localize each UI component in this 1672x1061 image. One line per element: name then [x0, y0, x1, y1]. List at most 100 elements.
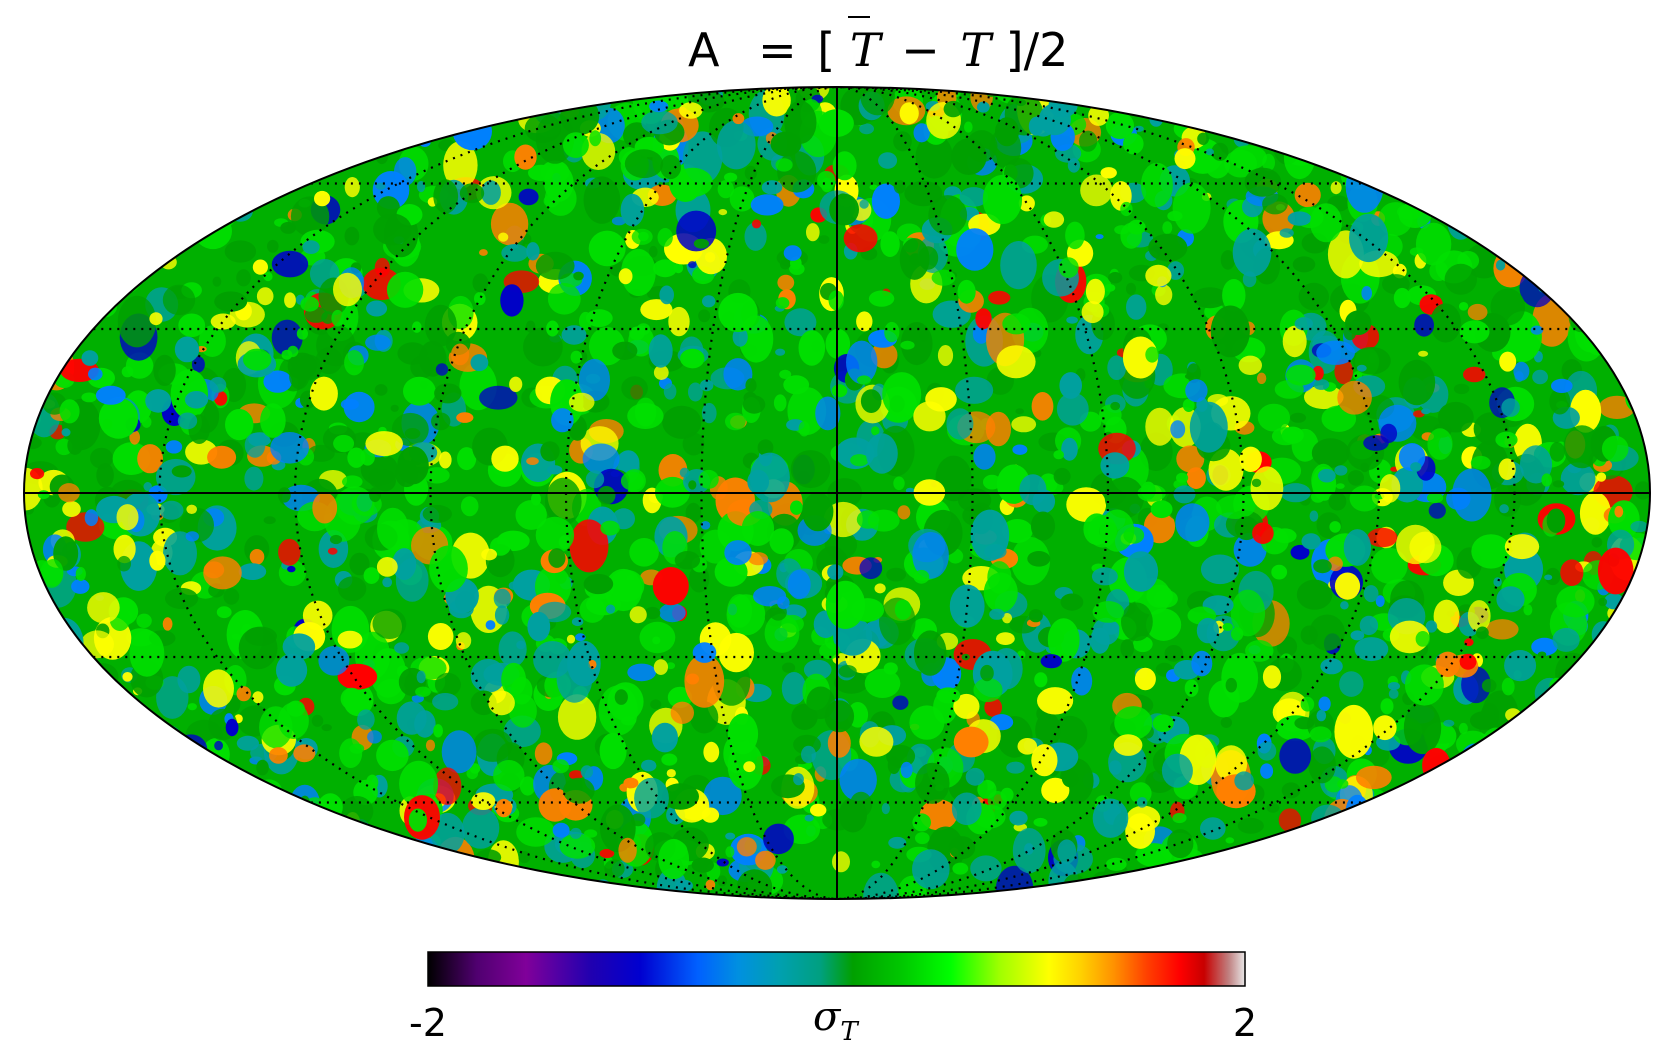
- map-blob: [357, 709, 375, 730]
- map-blob: [900, 761, 913, 779]
- map-blob: [554, 90, 574, 105]
- map-blob: [204, 855, 218, 873]
- map-blob: [685, 502, 702, 523]
- map-blob: [365, 431, 404, 457]
- map-blob: [1006, 761, 1025, 774]
- map-blob: [561, 325, 587, 345]
- map-blob: [1607, 131, 1627, 146]
- map-blob: [1373, 715, 1397, 741]
- map-blob: [291, 809, 329, 838]
- map-blob: [231, 633, 241, 640]
- map-blob: [189, 91, 219, 127]
- map-blob: [1606, 216, 1628, 238]
- map-blob: [145, 220, 156, 233]
- map-outline: [23, 86, 1651, 900]
- map-blob: [524, 113, 562, 143]
- map-blob: [1232, 228, 1272, 277]
- map-blob: [281, 87, 319, 119]
- map-blob: [973, 677, 1003, 703]
- map-blob: [1205, 148, 1215, 156]
- map-blob: [798, 330, 826, 366]
- map-blob: [540, 160, 570, 184]
- map-blob: [1568, 302, 1594, 333]
- map-blob: [1564, 240, 1598, 285]
- map-blob: [585, 309, 613, 327]
- map-blob: [1061, 769, 1079, 788]
- map-blob: [1550, 708, 1578, 736]
- map-blob: [1450, 121, 1466, 133]
- map-blob: [668, 306, 690, 337]
- map-blob: [996, 632, 1015, 645]
- map-blob: [1250, 466, 1284, 511]
- map-blob: [784, 308, 817, 337]
- map-blob: [1493, 577, 1502, 587]
- map-blob: [203, 556, 242, 590]
- map-blob: [648, 334, 673, 368]
- map-blob: [1518, 743, 1527, 750]
- map-blob: [337, 630, 363, 649]
- map-blob: [1377, 863, 1392, 882]
- map-blob: [165, 440, 183, 454]
- map-blob: [611, 216, 626, 226]
- map-blob: [636, 323, 651, 335]
- map-blob: [130, 185, 146, 200]
- map-blob: [562, 87, 575, 101]
- map-blob: [1186, 467, 1206, 489]
- map-blob: [281, 349, 293, 360]
- map-blob: [1469, 160, 1489, 175]
- map-blob: [1485, 619, 1519, 640]
- map-blob: [583, 573, 614, 595]
- map-blob: [515, 500, 547, 530]
- map-blob: [1028, 116, 1044, 136]
- map-blob: [1485, 113, 1505, 135]
- map-blob: [137, 444, 164, 474]
- map-blob: [1173, 485, 1196, 504]
- map-blob: [1155, 93, 1168, 108]
- map-blob: [318, 646, 350, 676]
- map-blob: [390, 404, 399, 412]
- map-blob: [44, 317, 60, 328]
- map-blob: [1002, 313, 1031, 335]
- map-blob: [1066, 487, 1107, 522]
- map-blob: [749, 452, 790, 503]
- map-blob: [936, 687, 961, 704]
- map-blob: [366, 300, 388, 317]
- map-blob: [66, 87, 90, 101]
- map-blob: [197, 106, 213, 127]
- map-blob: [49, 124, 76, 159]
- map-blob: [91, 199, 113, 216]
- map-blob: [1513, 361, 1530, 381]
- map-blob: [42, 559, 64, 586]
- map-blob: [716, 120, 756, 170]
- map-blob: [1053, 450, 1064, 460]
- map-blob: [481, 548, 497, 561]
- map-blob: [1309, 857, 1319, 865]
- map-blob: [779, 369, 792, 379]
- map-blob: [1475, 217, 1502, 240]
- map-blob: [243, 348, 272, 371]
- map-blob: [1555, 652, 1592, 694]
- map-blob: [319, 128, 341, 149]
- map-blob: [1617, 654, 1645, 681]
- map-blob: [230, 175, 254, 208]
- map-blob: [609, 569, 645, 602]
- map-blob: [424, 304, 457, 347]
- map-blob: [1222, 859, 1238, 871]
- map-blob: [718, 632, 754, 673]
- map-blob: [168, 846, 179, 859]
- map-blob: [1579, 160, 1596, 177]
- map-blob: [871, 183, 901, 219]
- map-blob: [28, 369, 42, 383]
- map-blob: [236, 269, 251, 287]
- map-blob: [36, 267, 48, 275]
- map-blob: [864, 668, 901, 699]
- map-blob: [216, 606, 232, 619]
- map-blob: [143, 172, 165, 199]
- map-blob: [61, 428, 71, 437]
- map-blob: [627, 403, 664, 429]
- map-blob: [825, 580, 866, 630]
- map-blob: [218, 821, 235, 837]
- map-blob: [1532, 369, 1548, 385]
- map-blob: [742, 395, 766, 414]
- map-blob: [406, 874, 443, 899]
